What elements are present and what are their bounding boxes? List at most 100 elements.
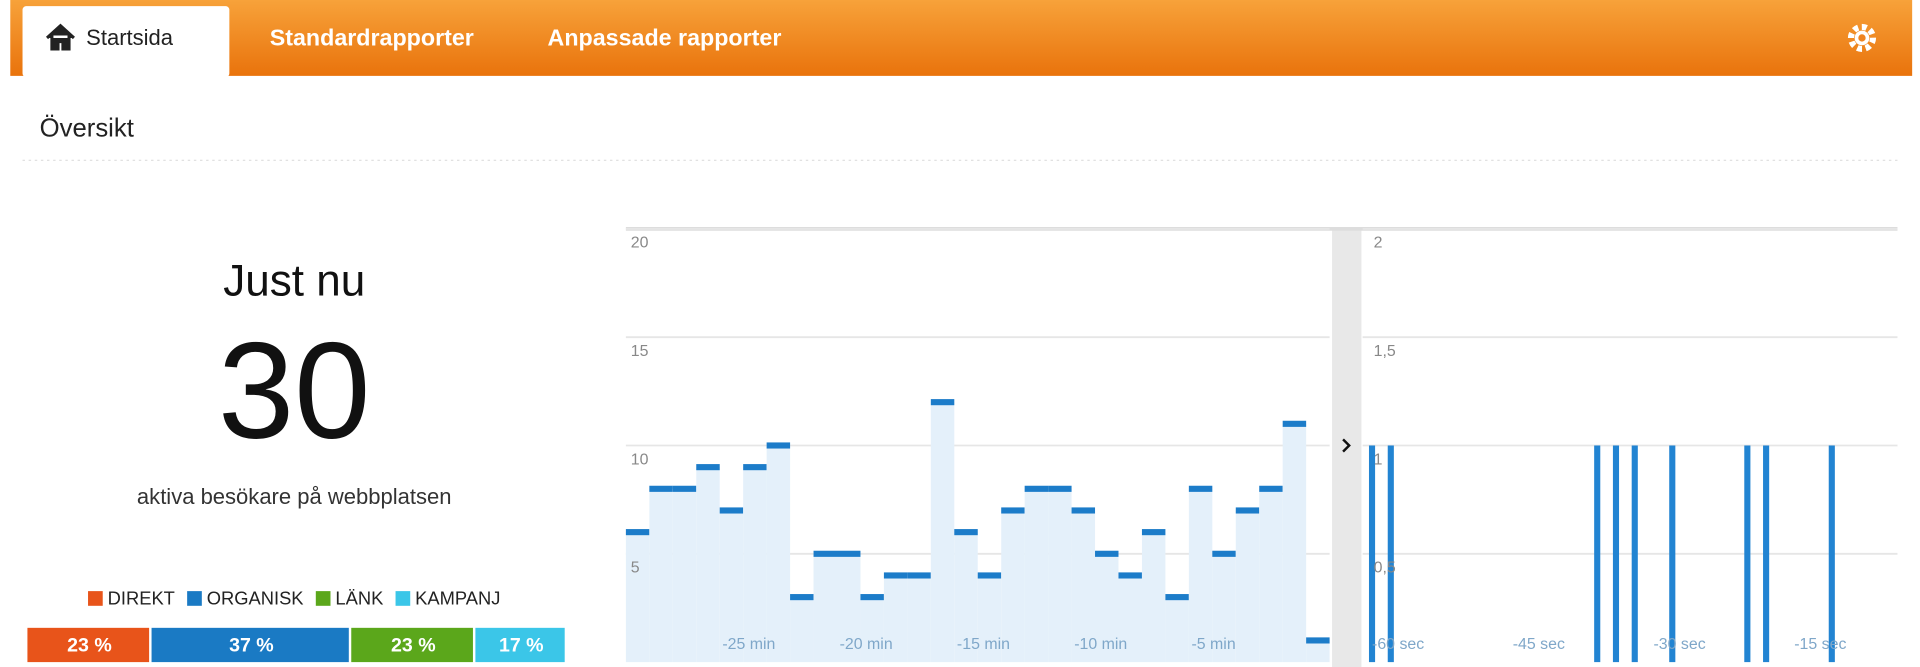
bar-cap <box>860 594 884 601</box>
active-tab[interactable] <box>22 6 230 78</box>
y-tick-label: 20 <box>631 235 649 252</box>
bar-area <box>1095 553 1119 663</box>
bar-cap <box>649 485 673 492</box>
bar-area <box>1165 597 1189 663</box>
legend-label: LÄNK <box>335 588 384 609</box>
legend-label: DIREKT <box>108 588 175 609</box>
bar-area <box>1306 640 1330 663</box>
x-tick-label: -15 min <box>957 636 1010 653</box>
bar-area <box>1212 553 1236 663</box>
bar-cap <box>719 507 744 514</box>
bar-area <box>1118 575 1142 663</box>
bar <box>1744 445 1751 663</box>
share-segment <box>151 627 349 663</box>
bar <box>1763 445 1770 663</box>
x-tick-label: -5 min <box>1192 636 1236 653</box>
y-tick-label: 5 <box>631 560 640 577</box>
x-tick-label: -10 min <box>1074 636 1127 653</box>
bar-area <box>1024 488 1049 663</box>
bar-area <box>954 532 978 663</box>
share-label: 23 % <box>391 634 436 656</box>
legend-label: ORGANISK <box>207 588 305 609</box>
bar-area <box>930 402 955 663</box>
share-segment <box>351 627 473 663</box>
bar-area <box>743 467 767 663</box>
expand-arrow[interactable] <box>1342 438 1351 453</box>
legend-swatch <box>187 591 202 606</box>
bar-cap <box>1306 637 1330 644</box>
legend-swatch <box>88 591 103 606</box>
bar-area <box>977 575 1002 663</box>
bar-area <box>1282 423 1307 663</box>
x-tick-label: -25 min <box>722 636 775 653</box>
bar-cap <box>672 485 697 492</box>
bar-cap <box>907 572 931 579</box>
nav-tab[interactable]: Anpassade rapporter <box>548 24 782 50</box>
bar-cap <box>625 529 650 536</box>
legend-label: KAMPANJ <box>415 588 500 609</box>
bar-cap <box>883 572 908 579</box>
share-segment <box>27 627 150 663</box>
bar-cap <box>1212 550 1236 557</box>
bar-cap <box>1259 485 1283 492</box>
bar <box>1828 445 1835 663</box>
settings-icon[interactable] <box>1847 23 1877 53</box>
bar-cap <box>1048 485 1072 492</box>
nav-tab[interactable]: Standardrapporter <box>270 24 474 50</box>
bar-area <box>649 488 673 663</box>
nav-bar <box>10 0 1913 76</box>
bar-cap <box>1095 550 1119 557</box>
bar-cap <box>1141 529 1166 536</box>
bar-area <box>766 445 791 663</box>
y-tick-label: 1 <box>1374 451 1383 468</box>
x-tick-label: -30 sec <box>1654 636 1706 653</box>
x-tick-label: -15 sec <box>1794 636 1846 653</box>
active-count: 30 <box>218 315 370 468</box>
bar-area <box>813 553 838 663</box>
bar-cap <box>930 399 955 406</box>
bar-cap <box>1024 485 1049 492</box>
x-tick-label: -45 sec <box>1513 636 1565 653</box>
bar-cap <box>977 572 1002 579</box>
bar-area <box>1235 510 1260 663</box>
bar-cap <box>1071 507 1096 514</box>
bar-cap <box>954 529 978 536</box>
bar-cap <box>1235 507 1260 514</box>
nav-tab[interactable]: Startsida <box>86 25 174 50</box>
bar-area <box>907 575 931 663</box>
bar <box>1612 445 1620 663</box>
bar-area <box>1141 532 1166 663</box>
share-label: 37 % <box>229 634 274 656</box>
x-tick-label: -20 min <box>840 636 893 653</box>
legend-swatch <box>315 591 331 606</box>
home-icon <box>45 23 75 51</box>
bar-area <box>837 553 861 663</box>
bar-area <box>883 575 908 663</box>
y-tick-label: 1,5 <box>1374 343 1396 360</box>
y-tick-label: 10 <box>631 451 649 468</box>
bar-cap <box>1165 594 1189 601</box>
y-tick-label: 15 <box>631 343 649 360</box>
bar-cap <box>1188 485 1213 492</box>
summary-heading: Just nu <box>223 257 365 306</box>
y-tick-label: 2 <box>1374 235 1383 252</box>
page-title: Översikt <box>40 115 134 143</box>
bar-area <box>790 597 814 663</box>
bar <box>1387 445 1394 663</box>
legend-swatch <box>395 591 411 606</box>
bar-area <box>1188 488 1213 663</box>
share-label: 23 % <box>67 634 112 656</box>
bar-area <box>1259 488 1283 663</box>
bar <box>1631 445 1638 663</box>
bar <box>1669 445 1676 663</box>
bar-cap <box>696 464 720 471</box>
bar-cap <box>837 550 861 557</box>
bar-cap <box>1118 572 1142 579</box>
bar <box>1594 445 1601 663</box>
legend: DIREKT ORGANISK LÄNK KAMPANJ <box>88 588 500 609</box>
x-tick-label: -60 sec <box>1372 636 1424 653</box>
bar-cap <box>766 442 791 449</box>
summary-caption: aktiva besökare på webbplatsen <box>137 484 452 509</box>
bar-area <box>625 532 650 663</box>
